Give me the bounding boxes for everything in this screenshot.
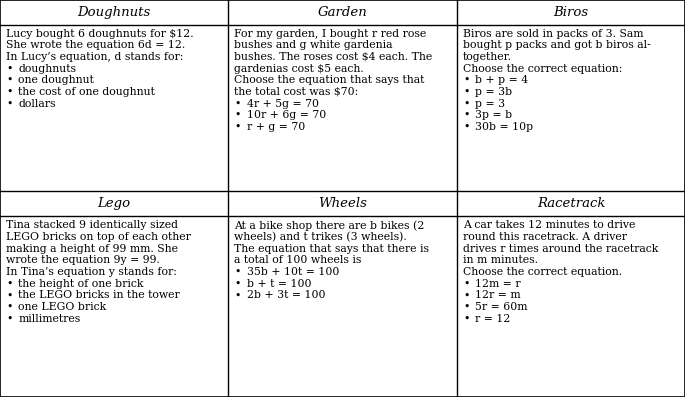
Text: the height of one brick: the height of one brick bbox=[18, 279, 144, 289]
Text: For my garden, I bought r red rose: For my garden, I bought r red rose bbox=[234, 29, 427, 39]
Text: one LEGO brick: one LEGO brick bbox=[18, 302, 107, 312]
Text: 2b + 3t = 100: 2b + 3t = 100 bbox=[247, 290, 325, 300]
Text: one doughnut: one doughnut bbox=[18, 75, 95, 85]
Text: •: • bbox=[234, 110, 240, 120]
Text: Choose the correct equation:: Choose the correct equation: bbox=[463, 64, 623, 73]
Text: •: • bbox=[463, 279, 469, 289]
Text: 30b = 10p: 30b = 10p bbox=[475, 122, 534, 132]
Text: r = 12: r = 12 bbox=[475, 314, 511, 324]
Text: together.: together. bbox=[463, 52, 512, 62]
Text: •: • bbox=[6, 75, 12, 85]
Text: round this racetrack. A driver: round this racetrack. A driver bbox=[463, 232, 627, 242]
Text: gardenias cost $5 each.: gardenias cost $5 each. bbox=[234, 64, 364, 73]
Text: In Tina’s equation y stands for:: In Tina’s equation y stands for: bbox=[6, 267, 177, 277]
Text: bushes. The roses cost $4 each. The: bushes. The roses cost $4 each. The bbox=[234, 52, 432, 62]
Text: Racetrack: Racetrack bbox=[537, 197, 605, 210]
Text: •: • bbox=[6, 87, 12, 97]
Text: bought p packs and got b biros al-: bought p packs and got b biros al- bbox=[463, 40, 651, 50]
Text: Biros: Biros bbox=[553, 6, 588, 19]
Text: A car takes 12 minutes to drive: A car takes 12 minutes to drive bbox=[463, 220, 636, 230]
Text: 5r = 60m: 5r = 60m bbox=[475, 302, 528, 312]
Text: Lego: Lego bbox=[97, 197, 131, 210]
Text: wheels) and t trikes (3 wheels).: wheels) and t trikes (3 wheels). bbox=[234, 232, 407, 242]
Text: the LEGO bricks in the tower: the LEGO bricks in the tower bbox=[18, 290, 180, 300]
Text: •: • bbox=[234, 267, 240, 277]
Text: •: • bbox=[6, 314, 12, 324]
Text: •: • bbox=[463, 314, 469, 324]
Text: a total of 100 wheels is: a total of 100 wheels is bbox=[234, 255, 362, 265]
Text: •: • bbox=[463, 122, 469, 132]
Text: p = 3b: p = 3b bbox=[475, 87, 512, 97]
Text: Garden: Garden bbox=[318, 6, 367, 19]
Text: bushes and g white gardenia: bushes and g white gardenia bbox=[234, 40, 393, 50]
Text: •: • bbox=[463, 75, 469, 85]
Text: wrote the equation 9y = 99.: wrote the equation 9y = 99. bbox=[6, 255, 160, 265]
Text: •: • bbox=[463, 98, 469, 108]
Text: Choose the equation that says that: Choose the equation that says that bbox=[234, 75, 425, 85]
Text: 3p = b: 3p = b bbox=[475, 110, 512, 120]
Text: •: • bbox=[234, 290, 240, 300]
Text: 10r + 6g = 70: 10r + 6g = 70 bbox=[247, 110, 326, 120]
Text: •: • bbox=[234, 279, 240, 289]
Text: •: • bbox=[463, 110, 469, 120]
Text: p = 3: p = 3 bbox=[475, 98, 506, 108]
Text: In Lucy’s equation, d stands for:: In Lucy’s equation, d stands for: bbox=[6, 52, 184, 62]
Text: The equation that says that there is: The equation that says that there is bbox=[234, 244, 429, 254]
Text: •: • bbox=[6, 302, 12, 312]
Text: LEGO bricks on top of each other: LEGO bricks on top of each other bbox=[6, 232, 191, 242]
Text: 12r = m: 12r = m bbox=[475, 290, 521, 300]
Text: •: • bbox=[234, 122, 240, 132]
Text: b + t = 100: b + t = 100 bbox=[247, 279, 311, 289]
Text: millimetres: millimetres bbox=[18, 314, 81, 324]
Text: •: • bbox=[234, 98, 240, 108]
Text: Doughnuts: Doughnuts bbox=[77, 6, 151, 19]
Text: 4r + 5g = 70: 4r + 5g = 70 bbox=[247, 98, 319, 108]
Text: •: • bbox=[6, 64, 12, 73]
Text: doughnuts: doughnuts bbox=[18, 64, 77, 73]
Text: •: • bbox=[6, 290, 12, 300]
Text: •: • bbox=[6, 279, 12, 289]
Text: Wheels: Wheels bbox=[318, 197, 367, 210]
Text: She wrote the equation 6d = 12.: She wrote the equation 6d = 12. bbox=[6, 40, 186, 50]
Text: the cost of one doughnut: the cost of one doughnut bbox=[18, 87, 155, 97]
Text: At a bike shop there are b bikes (2: At a bike shop there are b bikes (2 bbox=[234, 220, 425, 231]
Text: Biros are sold in packs of 3. Sam: Biros are sold in packs of 3. Sam bbox=[463, 29, 644, 39]
Text: making a height of 99 mm. She: making a height of 99 mm. She bbox=[6, 244, 178, 254]
Text: Choose the correct equation.: Choose the correct equation. bbox=[463, 267, 622, 277]
Text: in m minutes.: in m minutes. bbox=[463, 255, 538, 265]
Text: Lucy bought 6 doughnuts for $12.: Lucy bought 6 doughnuts for $12. bbox=[6, 29, 194, 39]
Text: dollars: dollars bbox=[18, 98, 56, 108]
Text: •: • bbox=[463, 302, 469, 312]
Text: Tina stacked 9 identically sized: Tina stacked 9 identically sized bbox=[6, 220, 178, 230]
Text: 12m = r: 12m = r bbox=[475, 279, 521, 289]
Text: 35b + 10t = 100: 35b + 10t = 100 bbox=[247, 267, 339, 277]
Text: •: • bbox=[463, 87, 469, 97]
Text: •: • bbox=[6, 98, 12, 108]
Text: b + p = 4: b + p = 4 bbox=[475, 75, 529, 85]
Text: drives r times around the racetrack: drives r times around the racetrack bbox=[463, 244, 658, 254]
Text: r + g = 70: r + g = 70 bbox=[247, 122, 305, 132]
Text: •: • bbox=[463, 290, 469, 300]
Text: the total cost was $70:: the total cost was $70: bbox=[234, 87, 358, 97]
